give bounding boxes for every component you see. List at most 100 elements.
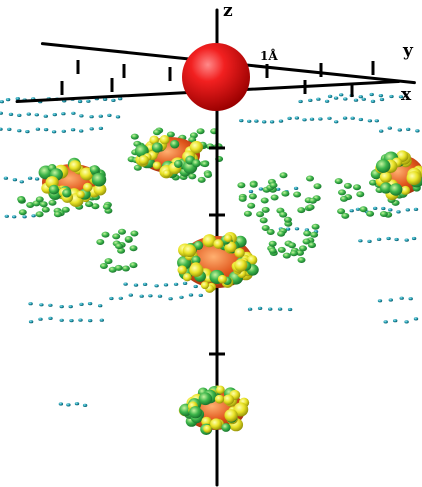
density-point	[297, 207, 306, 214]
density-point	[34, 113, 39, 117]
x-axis-label: x	[401, 85, 412, 105]
density-point	[26, 112, 31, 116]
density-point	[193, 284, 198, 289]
density-point	[77, 99, 83, 104]
density-point	[166, 131, 175, 138]
density-point	[404, 320, 409, 324]
lobe-sphere	[68, 160, 82, 172]
lobe-sphere	[234, 248, 245, 258]
density-point	[188, 293, 194, 297]
lobe-sphere	[192, 159, 201, 168]
density-point	[71, 111, 76, 115]
density-point	[302, 238, 311, 245]
density-point	[118, 228, 126, 235]
density-point	[353, 184, 361, 191]
density-point	[59, 318, 64, 322]
density-point	[98, 126, 104, 130]
density-point	[34, 177, 40, 181]
density-point	[350, 116, 355, 120]
density-point	[381, 206, 386, 211]
density-point	[262, 120, 267, 124]
lobe-sphere	[151, 142, 163, 153]
density-point	[404, 238, 409, 242]
lobe-sphere	[89, 165, 100, 175]
density-point	[68, 305, 73, 309]
density-point	[298, 99, 303, 104]
density-point	[342, 116, 348, 120]
density-point	[3, 176, 9, 180]
density-point	[247, 307, 253, 311]
density-point	[311, 223, 320, 230]
density-point	[289, 250, 298, 257]
density-point	[359, 206, 368, 213]
density-point	[58, 402, 64, 406]
density-point	[288, 242, 296, 249]
orbital-lobe-left	[38, 157, 107, 208]
density-point	[15, 97, 20, 101]
density-point	[114, 264, 123, 271]
y-axis-label: y	[402, 41, 414, 61]
z-axis-label: z	[223, 1, 233, 21]
density-point	[369, 179, 377, 186]
density-point	[397, 128, 402, 132]
density-point	[339, 93, 344, 97]
density-point	[0, 127, 3, 131]
density-point	[394, 237, 399, 242]
density-point	[112, 233, 121, 240]
density-point	[243, 210, 252, 217]
lobe-sphere	[200, 281, 209, 290]
density-point	[173, 282, 179, 286]
density-point	[261, 206, 270, 213]
density-point	[296, 249, 304, 256]
density-point	[355, 207, 361, 211]
density-point	[386, 236, 391, 241]
density-point	[398, 95, 404, 99]
density-point	[51, 130, 57, 134]
density-point	[340, 195, 348, 202]
density-point	[48, 316, 53, 320]
density-point	[107, 113, 112, 117]
density-point	[39, 201, 48, 208]
density-point	[61, 206, 70, 213]
density-point	[370, 99, 376, 103]
lobe-sphere	[62, 188, 72, 198]
density-point	[142, 282, 148, 286]
density-point	[102, 97, 108, 101]
lobe-sphere	[189, 263, 204, 277]
density-point	[118, 296, 124, 300]
density-point	[297, 257, 306, 263]
density-point	[247, 119, 252, 123]
density-point	[129, 245, 138, 252]
density-point	[123, 282, 128, 286]
density-point	[204, 172, 213, 178]
density-point	[115, 243, 123, 250]
density-point	[111, 98, 116, 102]
density-point	[38, 317, 43, 321]
density-point	[269, 120, 275, 124]
density-point	[327, 94, 333, 98]
density-point	[59, 305, 64, 309]
density-point	[27, 176, 33, 180]
density-point	[303, 230, 312, 237]
density-point	[31, 214, 36, 218]
density-point	[268, 247, 277, 254]
density-point	[261, 225, 270, 231]
density-point	[139, 294, 144, 298]
density-point	[308, 242, 316, 249]
density-point	[179, 295, 184, 299]
density-point	[133, 283, 139, 287]
density-point	[254, 119, 259, 123]
density-point	[43, 114, 48, 118]
density-point	[247, 202, 256, 209]
density-point	[383, 320, 388, 324]
density-point	[367, 239, 372, 243]
density-point	[41, 206, 50, 213]
density-point	[91, 203, 100, 210]
lobe-sphere	[223, 234, 233, 243]
density-point	[369, 92, 374, 97]
density-point	[367, 119, 373, 123]
density-point	[98, 114, 104, 118]
density-point	[25, 130, 30, 134]
density-point	[196, 128, 205, 135]
density-point	[128, 293, 133, 297]
